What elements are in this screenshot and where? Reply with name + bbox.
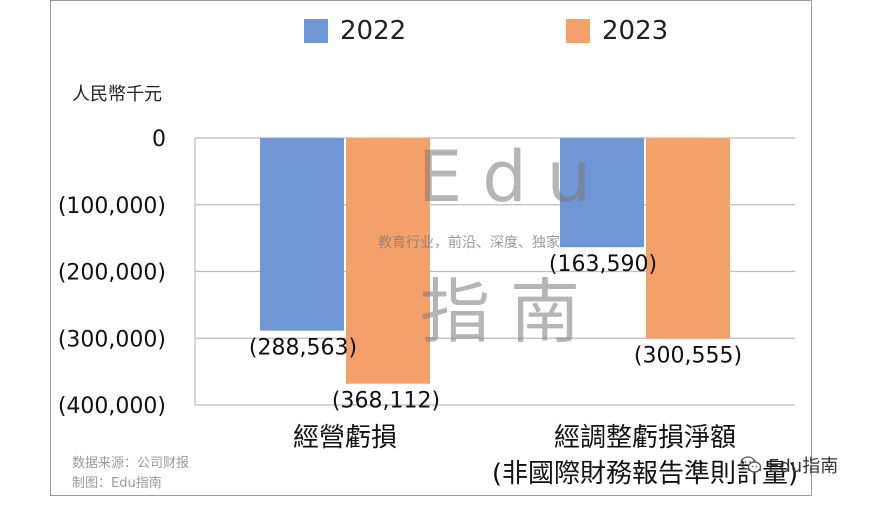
x-category-label: 經營虧損 [293,423,397,453]
x-category-label: (非國際財務報告準則計量) [492,459,798,489]
y-tick-label: (300,000) [58,327,166,352]
bar-2022-2 [560,138,644,248]
legend-swatch-2023 [566,19,590,43]
data-label: (288,563) [249,336,357,361]
data-label: (300,555) [634,344,742,369]
data-label: (368,112) [332,389,440,414]
x-category-label: 經調整虧損淨額 [554,423,736,453]
bar-2022-1 [260,138,344,331]
y-tick-label: (400,000) [58,394,166,419]
legend-label-2022: 2022 [340,16,407,46]
legend-item-2022: 2022 [304,16,406,46]
data-label: (163,590) [549,252,657,277]
wechat-badge: Edu指南 [740,452,838,478]
legend-label-2023: 2023 [602,16,669,46]
watermark-tagline: 教育行业，前沿、深度、独家 [378,235,560,251]
legend-item-2023: 2023 [566,16,668,46]
y-tick-label: (100,000) [58,194,166,219]
legend-swatch-2022 [304,19,328,43]
maker-note: 制图：Edu指南 [72,476,162,491]
watermark-edu: Edu [418,136,612,218]
source-note: 数据来源：公司财报 [72,456,190,471]
wechat-icon [740,456,762,473]
y-tick-label: 0 [152,127,166,152]
unit-label: 人民幣千元 [72,84,162,105]
y-tick-label: (200,000) [58,261,166,286]
watermark-zhinan: 指南 [420,271,600,353]
bar-2023-1 [346,138,430,384]
bar-2023-2 [646,138,730,339]
wechat-badge-text: Edu指南 [768,456,839,477]
